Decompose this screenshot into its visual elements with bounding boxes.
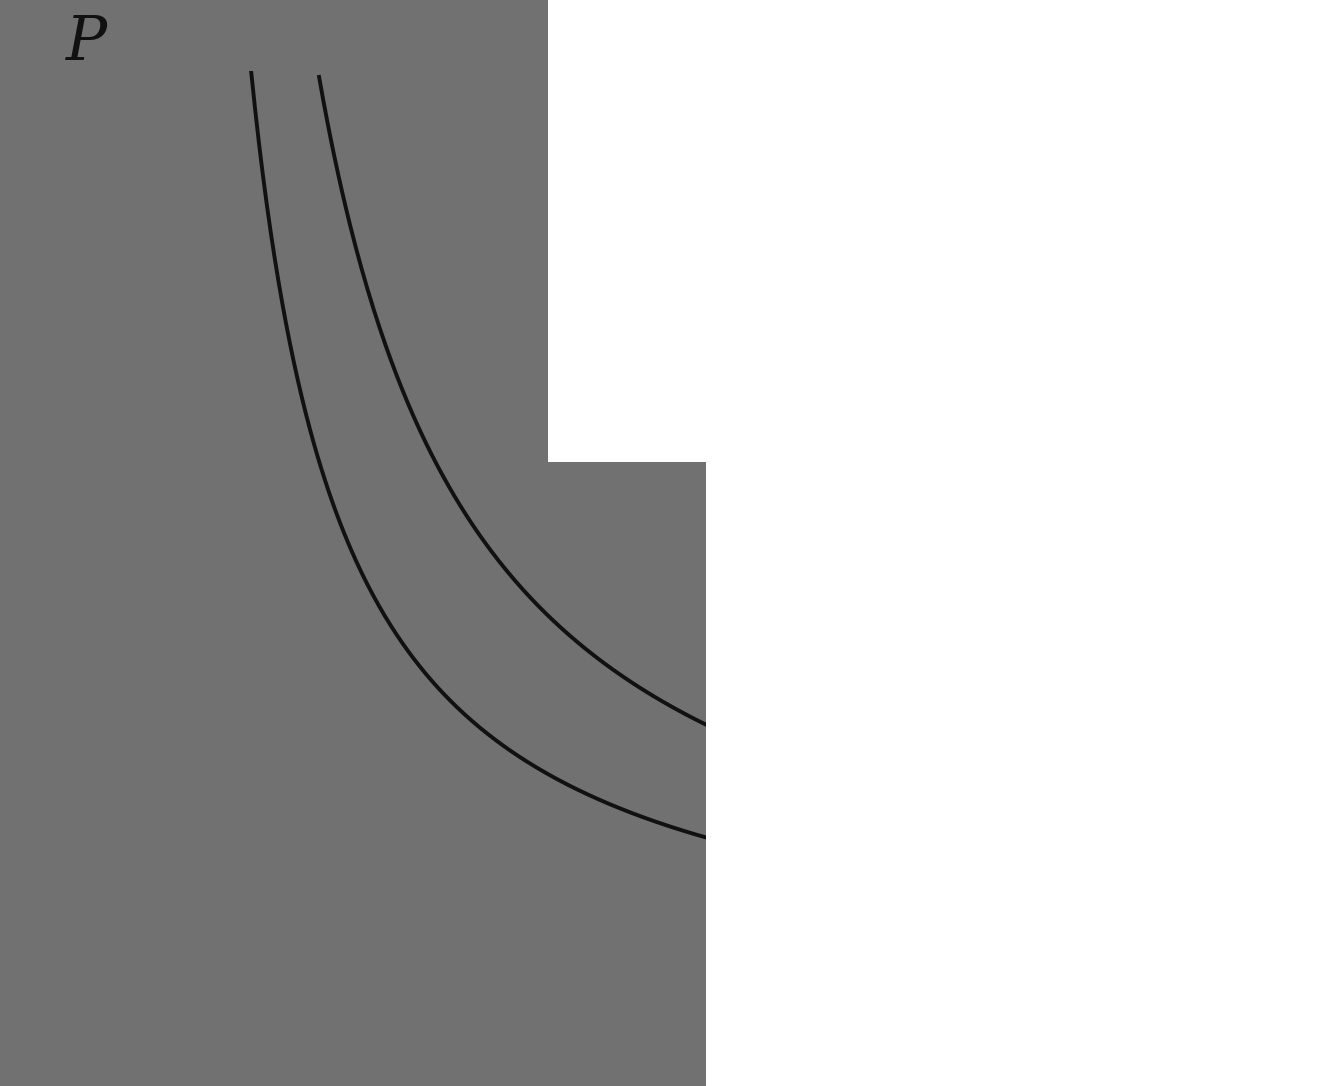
Text: P: P	[66, 13, 107, 73]
Text: $T_2$: $T_2$	[1209, 783, 1263, 835]
Text: V: V	[1228, 1010, 1272, 1070]
Text: $T_1$: $T_1$	[1209, 917, 1263, 969]
